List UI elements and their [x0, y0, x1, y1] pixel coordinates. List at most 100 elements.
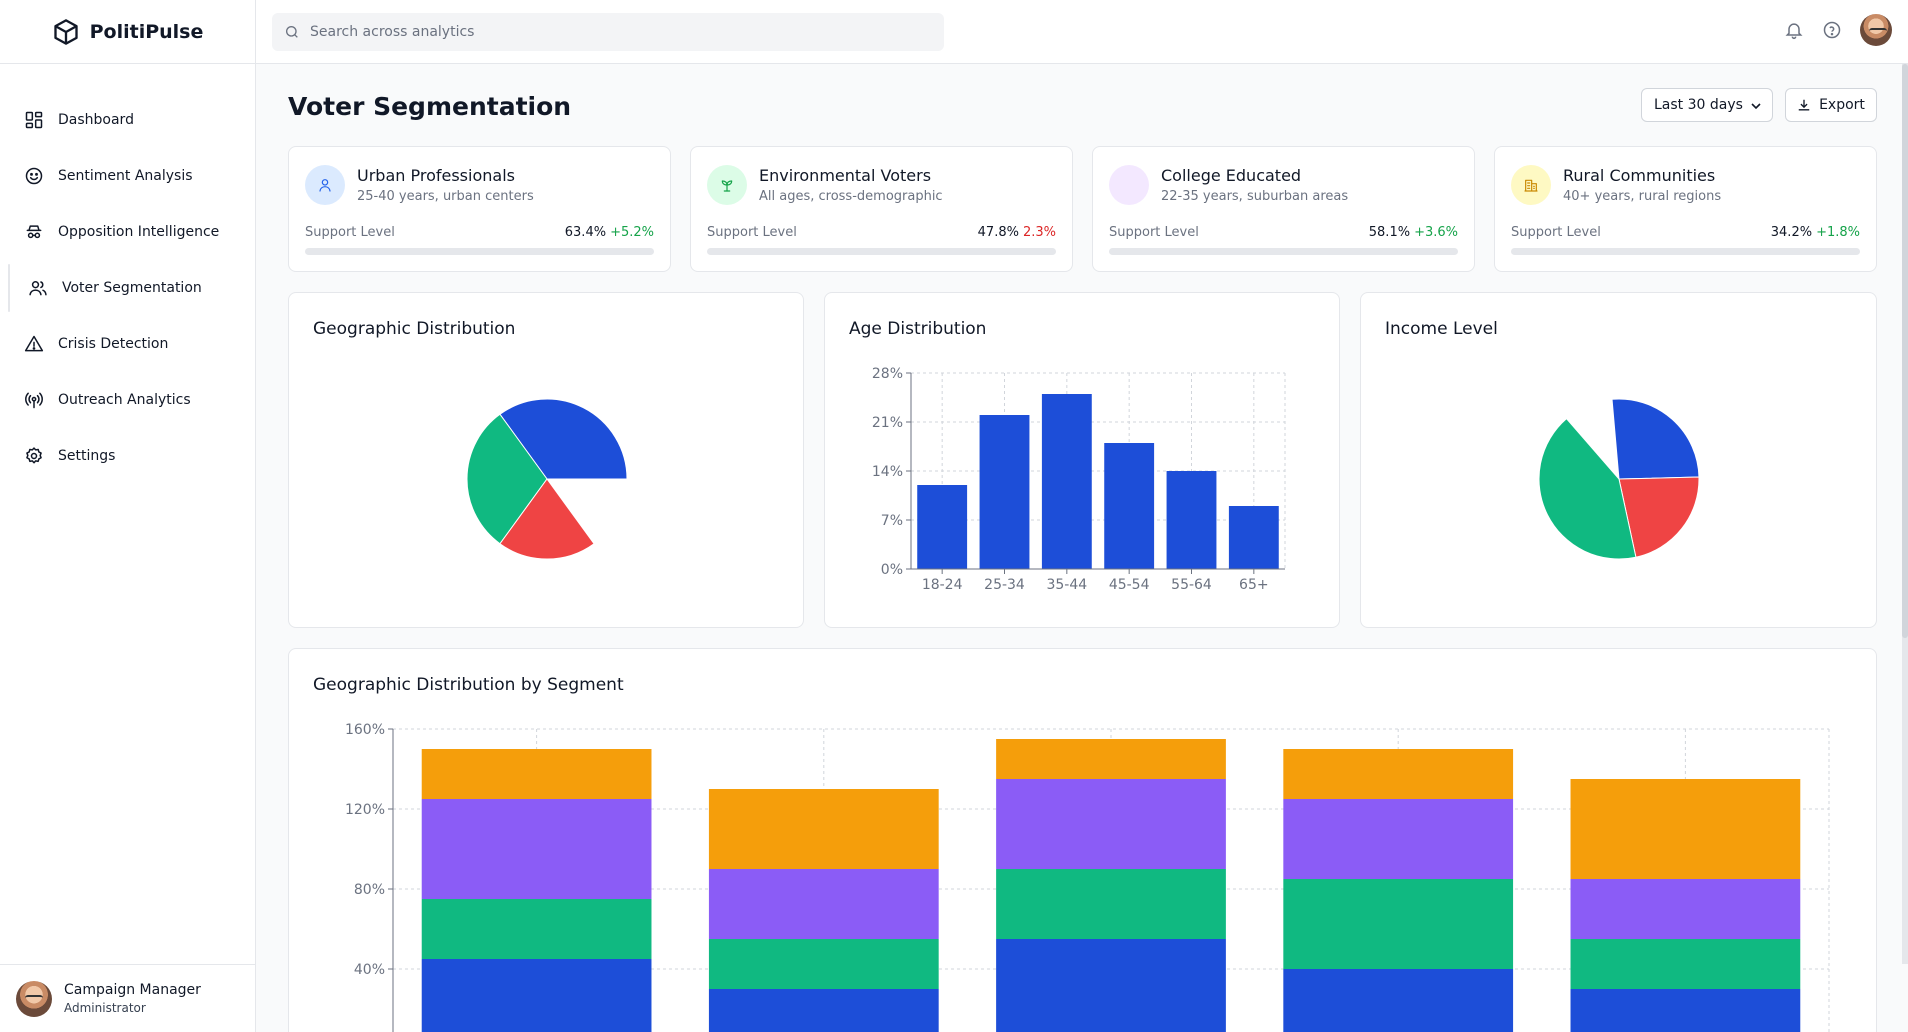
y-tick-label: 40% [354, 962, 385, 978]
stacked-bar-segment[interactable] [1283, 749, 1514, 799]
sidebar-item-sentiment-analysis[interactable]: Sentiment Analysis [0, 148, 255, 204]
cube-icon [53, 18, 78, 45]
segment-card[interactable]: Rural Communities 40+ years, rural region… [1494, 146, 1877, 272]
sidebar-item-outreach-analytics[interactable]: Outreach Analytics [0, 372, 255, 428]
stacked-bar-segment[interactable] [421, 899, 652, 959]
sidebar-item-dashboard[interactable]: Dashboard [0, 92, 255, 148]
y-tick-label: 160% [345, 722, 385, 738]
support-percent: 34.2% [1770, 225, 1813, 240]
export-button[interactable]: Export [1785, 88, 1877, 122]
spy-icon [26, 225, 42, 239]
sidebar-item-crisis-detection[interactable]: Crisis Detection [0, 316, 255, 372]
brand[interactable]: PolitiPulse [0, 0, 255, 64]
geographic-pie-slice-1[interactable] [466, 413, 548, 545]
segment-description: 25-40 years, urban centers [357, 189, 534, 204]
age-bar-45-54[interactable] [1104, 443, 1155, 569]
support-progress-track [707, 248, 1056, 255]
page-title: Voter Segmentation [288, 92, 572, 121]
segment-description: All ages, cross-demographic [759, 189, 943, 204]
age-bar-65+[interactable] [1228, 506, 1279, 569]
stacked-bar-segment[interactable] [996, 779, 1226, 869]
search-input[interactable] [310, 24, 910, 40]
stacked-bar-segment[interactable] [996, 939, 1226, 1032]
stacked-bar-segment[interactable] [708, 989, 939, 1032]
scrollbar-track[interactable] [1902, 64, 1908, 964]
sidebar-item-label: Outreach Analytics [58, 392, 191, 408]
user-name: Campaign Manager [64, 982, 201, 998]
age-bar-35-44[interactable] [1041, 394, 1092, 569]
search-icon [286, 26, 298, 38]
stacked-bar-segment[interactable] [996, 869, 1226, 939]
stacked-bar-segment[interactable] [996, 739, 1226, 779]
chevron-down-icon [1751, 103, 1761, 110]
top-icons [1784, 14, 1892, 46]
income-pie-chart [1538, 398, 1700, 560]
stacked-bar-segment[interactable] [421, 749, 652, 799]
income-pie-slice-0[interactable] [1611, 398, 1700, 480]
broadcast-icon [25, 392, 43, 409]
segment-icon-badge [707, 165, 747, 205]
sidebar-item-settings[interactable]: Settings [0, 428, 255, 484]
geographic-by-segment-card: Geographic Distribution by Segment 40% 80… [288, 648, 1877, 1032]
y-tick-label: 28% [872, 366, 903, 382]
bell-icon[interactable] [1784, 20, 1804, 40]
x-tick-label: 55-64 [1171, 577, 1212, 593]
sidebar-item-label: Settings [58, 448, 116, 464]
help-icon[interactable] [1822, 20, 1842, 40]
support-change: 2.3% [1022, 225, 1056, 240]
brand-name: PolitiPulse [89, 20, 204, 43]
sidebar-item-label: Sentiment Analysis [58, 168, 193, 184]
segment-card[interactable]: College Educated 22-35 years, suburban ar… [1092, 146, 1475, 272]
y-tick-label: 0% [881, 562, 903, 578]
sidebar-item-label: Crisis Detection [58, 336, 169, 352]
sidebar-item-opposition-intelligence[interactable]: Opposition Intelligence [0, 204, 255, 260]
date-range-select[interactable]: Last 30 days [1641, 88, 1773, 122]
sidebar-item-label: Opposition Intelligence [58, 224, 220, 240]
segment-name: Rural Communities [1563, 166, 1716, 185]
segment-card[interactable]: Environmental Voters All ages, cross-demo… [690, 146, 1073, 272]
segment-icon-badge [305, 165, 345, 205]
age-bar-25-34[interactable] [979, 415, 1030, 569]
stacked-bar-segment[interactable] [1570, 939, 1801, 989]
chart-title: Income Level [1385, 319, 1498, 339]
age-bar-18-24[interactable] [917, 485, 968, 569]
geographic-pie-slice-0[interactable] [499, 398, 628, 480]
stacked-bar-segment[interactable] [1570, 879, 1801, 939]
support-label: Support Level [305, 225, 395, 240]
stacked-bar-segment[interactable] [1283, 879, 1514, 969]
scrollbar-thumb[interactable] [1902, 64, 1908, 638]
y-tick-label: 14% [872, 464, 903, 480]
stacked-bar-segment[interactable] [1570, 779, 1801, 879]
users-icon [29, 281, 47, 296]
income-level-card: Income Level [1360, 292, 1877, 628]
geographic-pie-slice-2[interactable] [499, 478, 595, 560]
stacked-bar-segment[interactable] [708, 939, 939, 989]
user-panel[interactable]: Campaign Manager Administrator [0, 964, 255, 1032]
sidebar-item-voter-segmentation[interactable]: Voter Segmentation [0, 260, 255, 316]
stacked-bar-segment[interactable] [1570, 989, 1801, 1032]
segment-name: Environmental Voters [759, 166, 932, 185]
x-tick-label: 25-34 [984, 577, 1025, 593]
x-tick-label: 18-24 [922, 577, 963, 593]
stacked-bar-segment[interactable] [1283, 969, 1514, 1032]
user-avatar[interactable] [1860, 14, 1892, 46]
y-tick-label: 120% [345, 802, 385, 818]
stacked-bar-segment[interactable] [708, 789, 939, 869]
stacked-bar-segment[interactable] [1283, 799, 1514, 879]
search-box[interactable] [272, 13, 944, 51]
stacked-bar-segment[interactable] [708, 869, 939, 939]
stacked-bar-segment[interactable] [421, 799, 652, 899]
support-change: +1.8% [1816, 225, 1860, 240]
support-value: 34.2% +1.8% [1771, 225, 1860, 240]
segment-card[interactable]: Urban Professionals 25-40 years, urban ce… [288, 146, 671, 272]
support-progress-track [1109, 248, 1458, 255]
age-bar-55-64[interactable] [1166, 471, 1217, 569]
sprout-icon [721, 180, 733, 192]
income-pie-slice-2[interactable] [1538, 417, 1637, 560]
stacked-bar-segment[interactable] [421, 959, 652, 1032]
support-label: Support Level [1511, 225, 1601, 240]
chart-title: Geographic Distribution [313, 319, 516, 339]
support-percent: 47.8% [977, 225, 1019, 240]
income-pie-slice-1[interactable] [1618, 476, 1700, 558]
geographic-distribution-card: Geographic Distribution [288, 292, 804, 628]
